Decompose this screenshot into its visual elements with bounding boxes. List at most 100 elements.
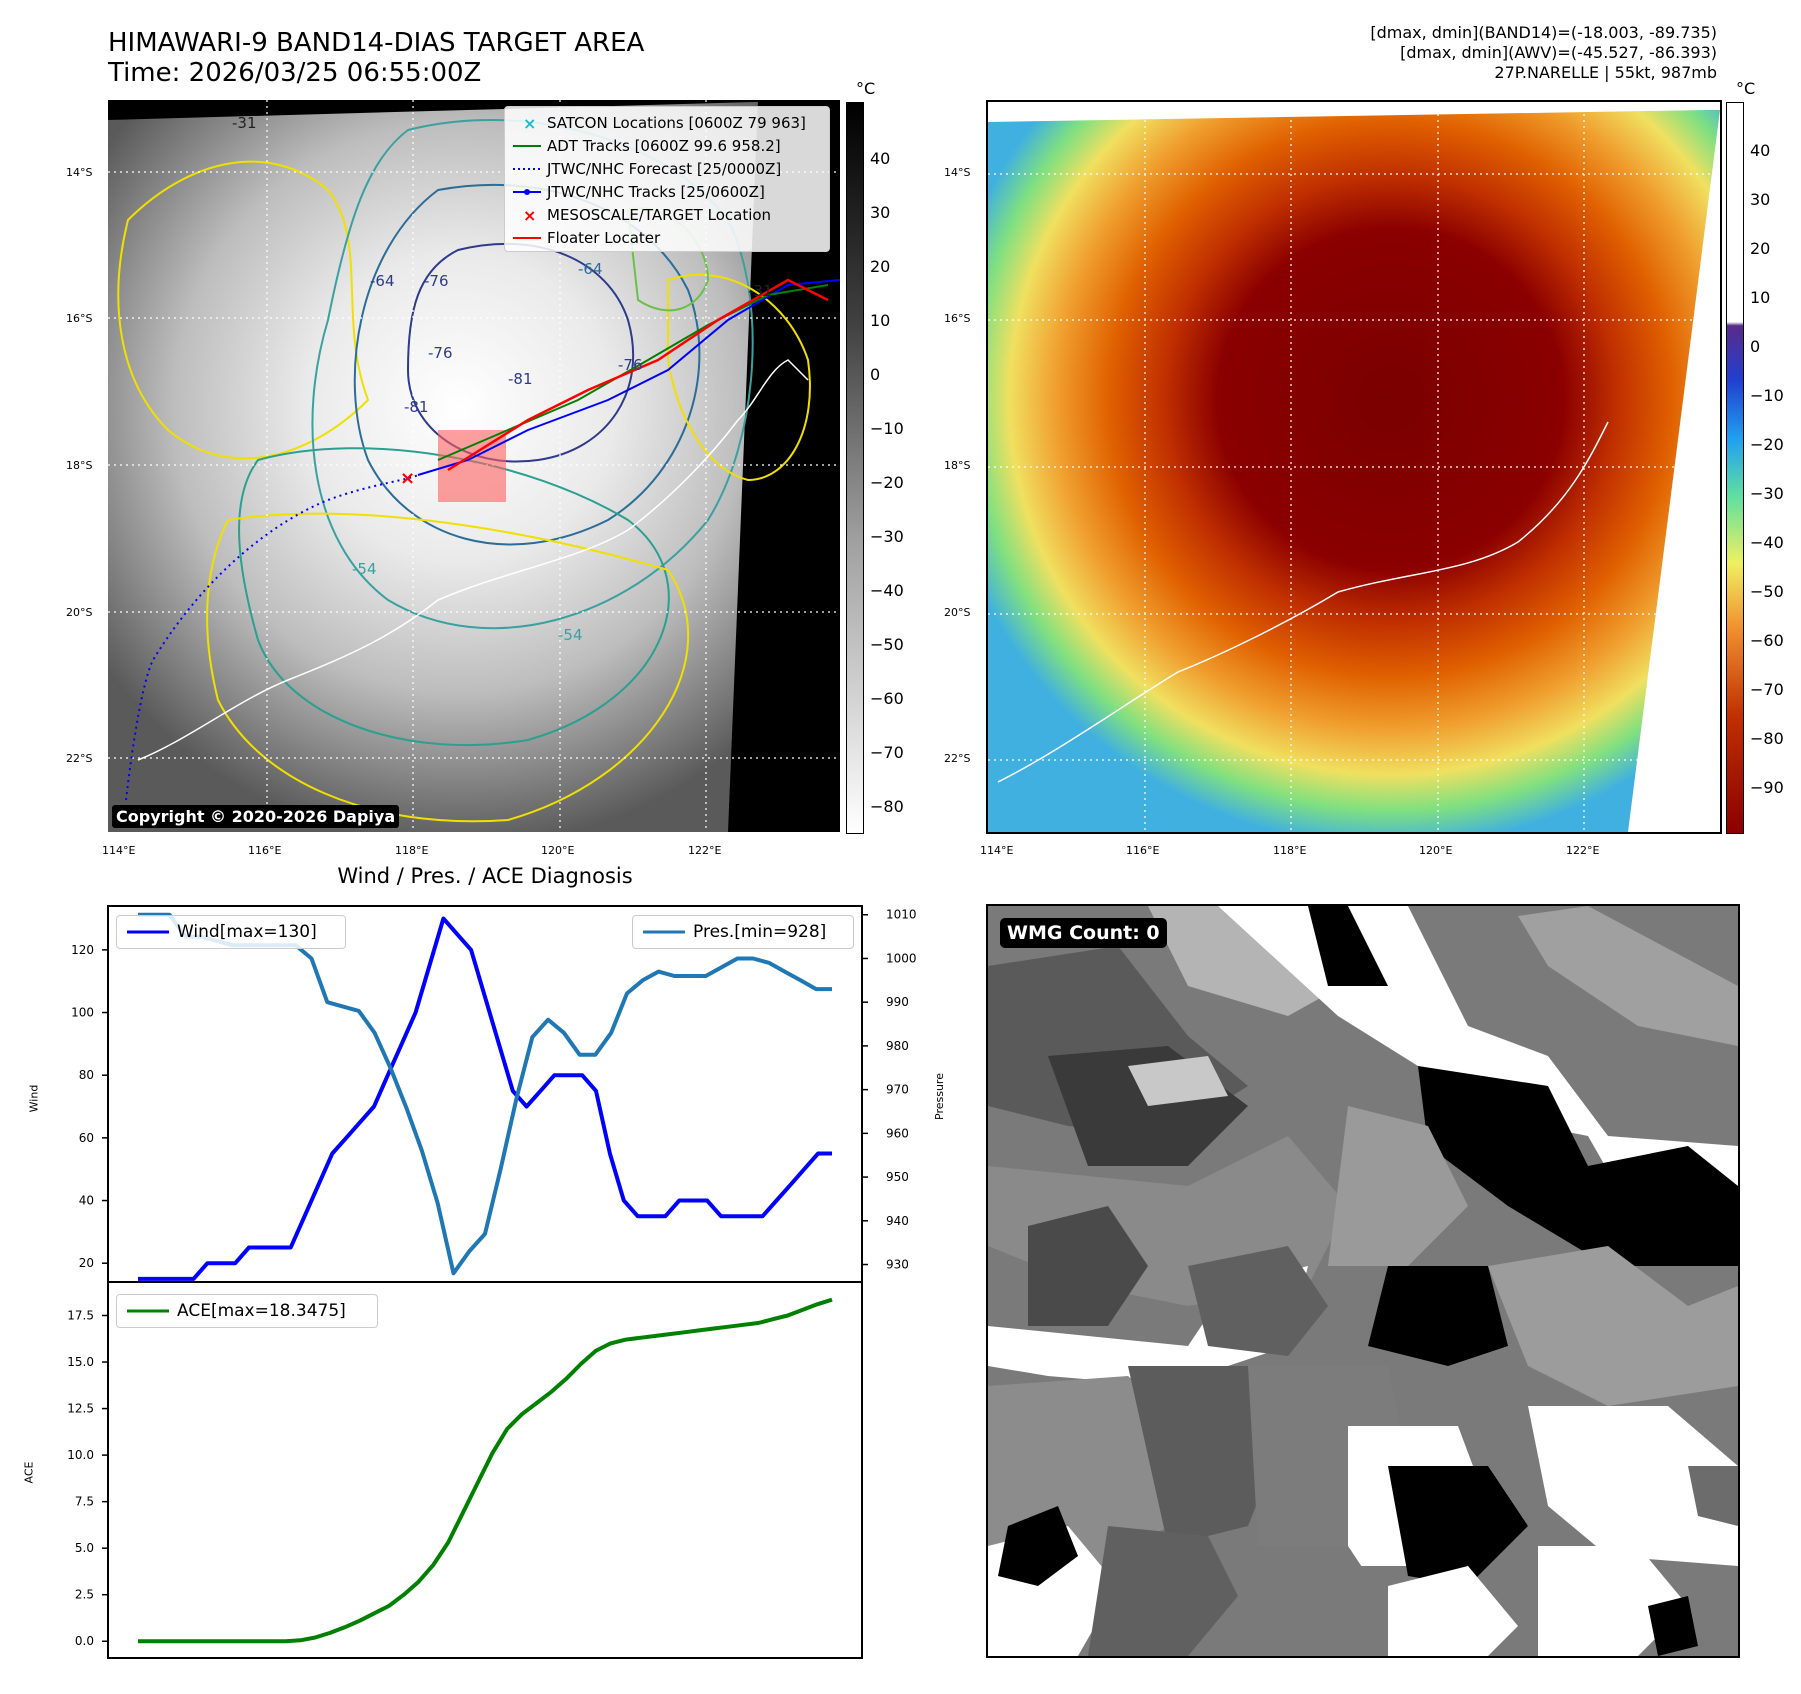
colorbar-left	[846, 102, 864, 834]
lat-label: 20°S	[944, 606, 971, 619]
lon-label: 114°E	[102, 844, 136, 857]
legend-item-target: × MESOSCALE/TARGET Location	[511, 203, 823, 226]
colorbar-tick: −90	[1750, 778, 1784, 797]
ace-tick-label: 10.0	[67, 1448, 94, 1462]
colorbar-tick: −30	[870, 527, 904, 546]
ace-axis-label: ACE	[22, 1461, 36, 1484]
wmg-count-badge: WMG Count: 0	[1000, 918, 1167, 948]
chart-title: Wind / Pres. / ACE Diagnosis	[337, 864, 633, 888]
colorbar-tick: 30	[1750, 190, 1771, 209]
colorbar-tick: 30	[870, 203, 891, 222]
wind-tick-label: 40	[79, 1194, 94, 1208]
colorbar-tick: −60	[870, 689, 904, 708]
colorbar-right	[1726, 102, 1744, 834]
wind-axis-label: Wind	[27, 1084, 41, 1113]
legend-label: JTWC/NHC Tracks [25/0600Z]	[547, 182, 765, 201]
legend-item-forecast: JTWC/NHC Forecast [25/0000Z]	[511, 157, 823, 180]
colorbar-tick: 0	[870, 365, 881, 384]
lon-label: 116°E	[248, 844, 282, 857]
colorbar-tick: 10	[1750, 288, 1771, 307]
ace-tick-label: 5.0	[75, 1541, 94, 1555]
lon-label: 114°E	[980, 844, 1014, 857]
colorbar-tick: 40	[870, 149, 891, 168]
lon-label: 116°E	[1126, 844, 1160, 857]
legend-label: Floater Locater	[547, 228, 661, 247]
wind-legend-label: Wind[max=130]	[177, 922, 317, 942]
contour-label: -64	[578, 260, 603, 278]
contour-label: -31	[232, 114, 257, 132]
svg-text:×: ×	[523, 207, 536, 223]
legend-label: MESOSCALE/TARGET Location	[547, 205, 772, 224]
contour-label: -64	[370, 272, 395, 290]
colorbar-tick: −20	[870, 473, 904, 492]
wmg-panel: WMG Count: 0	[986, 904, 1740, 1658]
lon-label: 122°E	[1566, 844, 1600, 857]
colorbar-tick: −50	[870, 635, 904, 654]
ir-map-image: ×	[108, 100, 840, 832]
ace-plot-frame	[107, 1281, 863, 1659]
pressure-tick-label: 990	[886, 995, 909, 1009]
lat-label: 18°S	[66, 459, 93, 472]
legend-label: SATCON Locations [0600Z 79 963]	[547, 113, 806, 132]
awv-range-info: [dmax, dmin](AWV)=(-45.527, -86.393)	[1400, 43, 1717, 62]
pressure-tick-label: 1010	[886, 908, 917, 922]
awv-map-image	[988, 102, 1720, 832]
ace-tick-label: 15.0	[67, 1355, 94, 1369]
copyright-badge: Copyright © 2020-2026 Dapiya	[112, 805, 400, 828]
wind-tick-label: 60	[79, 1131, 94, 1145]
map-time: Time: 2026/03/25 06:55:00Z	[108, 58, 482, 88]
legend-item-satcon: × SATCON Locations [0600Z 79 963]	[511, 111, 823, 134]
pressure-axis-label: Pressure	[932, 1073, 946, 1120]
colorbar-tick: 10	[870, 311, 891, 330]
colorbar-tick: −70	[870, 743, 904, 762]
contour-label: -76	[428, 344, 453, 362]
ace-tick-label: 7.5	[75, 1495, 94, 1509]
ace-tick-label: 0.0	[75, 1634, 94, 1648]
colorbar-tick: −30	[1750, 484, 1784, 503]
wind-tick-label: 20	[79, 1256, 94, 1270]
lat-label: 22°S	[66, 752, 93, 765]
contour-label: -31	[748, 282, 773, 300]
colorbar-tick: −60	[1750, 631, 1784, 650]
pressure-tick-label: 950	[886, 1170, 909, 1184]
colorbar-tick: −20	[1750, 435, 1784, 454]
lat-label: 14°S	[944, 166, 971, 179]
colorbar-tick: −50	[1750, 582, 1784, 601]
colorbar-tick: −80	[1750, 729, 1784, 748]
colorbar-tick: 40	[1750, 141, 1771, 160]
contour-label: -76	[618, 356, 643, 374]
map-legend: × SATCON Locations [0600Z 79 963] ADT Tr…	[504, 106, 830, 252]
pressure-tick-label: 970	[886, 1083, 909, 1097]
contour-label: -54	[558, 626, 583, 644]
lat-label: 16°S	[944, 312, 971, 325]
colorbar-left-unit: °C	[856, 79, 876, 98]
contour-label: -81	[508, 370, 533, 388]
colorbar-right-unit: °C	[1736, 79, 1756, 98]
pressure-tick-label: 1000	[886, 951, 917, 965]
ir-map-right	[986, 100, 1722, 834]
map-title: HIMAWARI-9 BAND14-DIAS TARGET AREA	[108, 28, 645, 58]
wind-legend: Wind[max=130]	[116, 915, 346, 949]
wind-tick-label: 120	[71, 943, 94, 957]
svg-text:×: ×	[523, 115, 536, 131]
colorbar-tick: 0	[1750, 337, 1761, 356]
lon-label: 118°E	[1273, 844, 1307, 857]
ace-legend-label: ACE[max=18.3475]	[177, 1301, 346, 1321]
contour-label: -81	[404, 398, 429, 416]
ace-tick-label: 17.5	[67, 1309, 94, 1323]
lon-label: 120°E	[541, 844, 575, 857]
legend-item-adt: ADT Tracks [0600Z 99.6 958.2]	[511, 134, 823, 157]
lat-label: 22°S	[944, 752, 971, 765]
ace-tick-label: 2.5	[75, 1588, 94, 1602]
colorbar-tick: −10	[870, 419, 904, 438]
pressure-legend-label: Pres.[min=928]	[693, 922, 827, 942]
wind-series-line	[138, 916, 832, 1281]
colorbar-tick: 20	[1750, 239, 1771, 258]
wind-tick-label: 80	[79, 1068, 94, 1082]
legend-item-floater: Floater Locater	[511, 226, 823, 249]
pressure-tick-label: 980	[886, 1039, 909, 1053]
storm-info: 27P.NARELLE | 55kt, 987mb	[1494, 63, 1717, 82]
lat-label: 18°S	[944, 459, 971, 472]
contour-label: -76	[424, 272, 449, 290]
pressure-series-line	[138, 912, 832, 1276]
